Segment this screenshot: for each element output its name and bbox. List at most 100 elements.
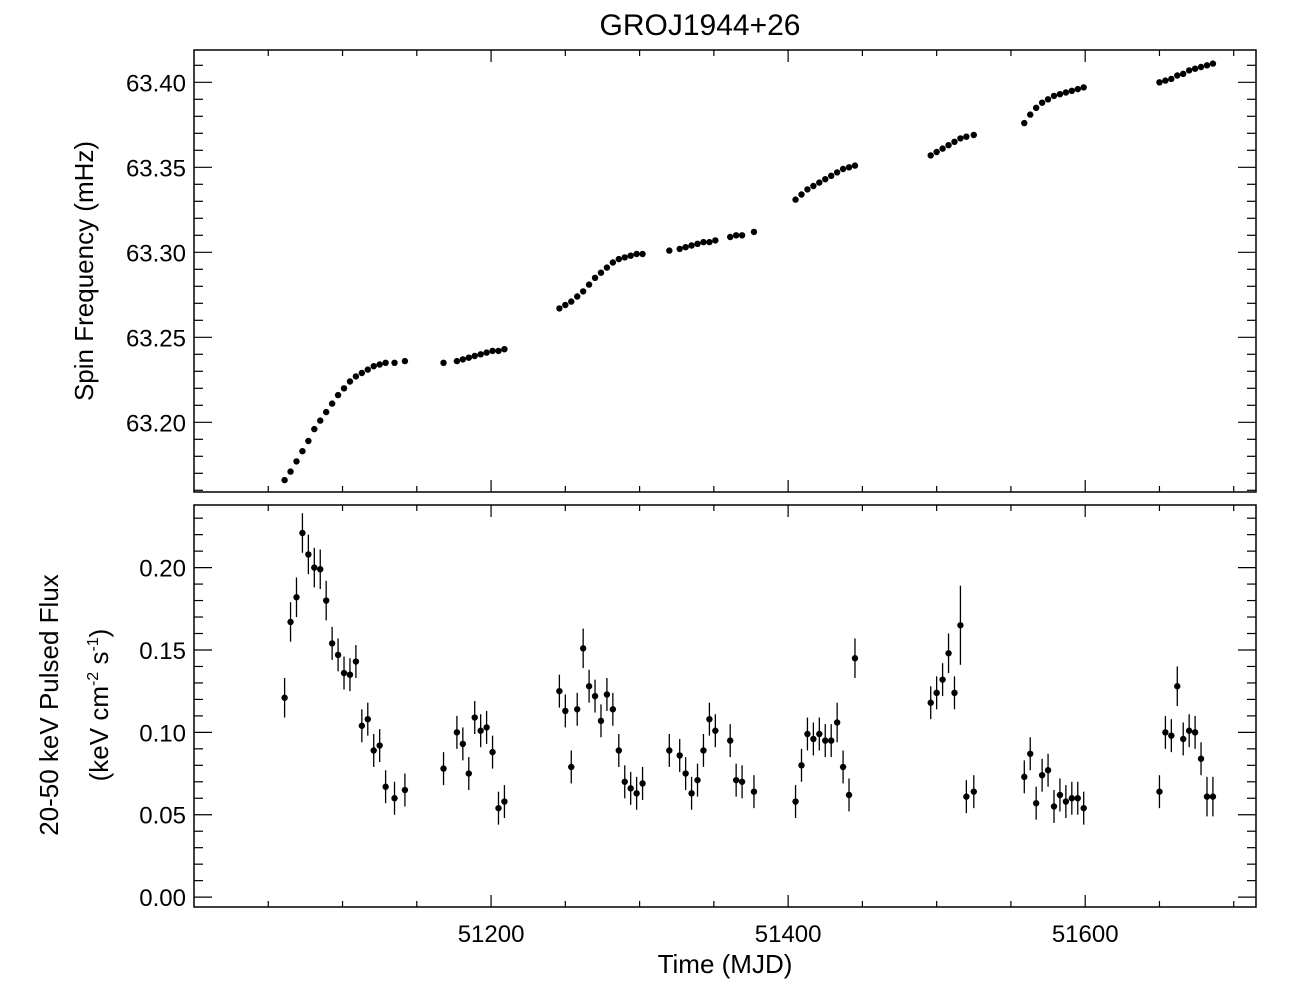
spin-frequency-point xyxy=(1038,99,1046,106)
flux-point xyxy=(1056,791,1064,799)
spin-frequency-point xyxy=(933,148,940,156)
top-y-tick-labels: 63.20 63.25 63.30 63.35 63.40 xyxy=(126,70,186,437)
spin-frequency-point xyxy=(1162,77,1169,84)
spin-frequency-point xyxy=(1074,85,1081,93)
flux-point xyxy=(1209,793,1217,800)
flux-point xyxy=(945,650,952,657)
spin-frequency-point xyxy=(750,228,758,236)
flux-point xyxy=(706,715,713,723)
y-tick-label: 63.30 xyxy=(126,240,186,267)
flux-point xyxy=(305,551,312,558)
spin-frequency-point xyxy=(556,305,563,312)
spin-frequency-point xyxy=(281,476,288,484)
flux-point xyxy=(459,740,467,748)
spin-frequency-point xyxy=(970,131,977,139)
spin-frequency-point xyxy=(328,400,336,407)
flux-point xyxy=(726,737,734,744)
flux-point xyxy=(615,747,622,754)
spin-frequency-point xyxy=(1027,111,1034,118)
spin-frequency-point xyxy=(945,142,952,149)
spin-frequency-point xyxy=(293,458,300,465)
flux-point xyxy=(591,692,599,700)
spin-frequency-point xyxy=(489,347,496,355)
spin-frequency-point xyxy=(1174,72,1181,79)
spin-frequency-point xyxy=(700,238,707,246)
y-tick-label: 0.15 xyxy=(139,638,186,665)
bottom-plot-frame xyxy=(193,504,1257,908)
flux-point xyxy=(579,645,587,652)
flux-point xyxy=(322,597,330,604)
spin-frequency-point xyxy=(376,361,383,368)
flux-point xyxy=(483,724,490,731)
flux-point xyxy=(1180,735,1187,743)
spin-frequency-point xyxy=(792,196,799,203)
unit-text-a: (keV cm xyxy=(84,686,114,781)
x-axis-label: Time (MJD) xyxy=(658,949,793,979)
spin-frequency-point xyxy=(639,250,646,258)
flux-point xyxy=(299,529,306,537)
x-tick-label: 51600 xyxy=(1052,921,1119,948)
spin-frequency-point xyxy=(1156,79,1163,86)
spin-frequency-point xyxy=(609,259,617,266)
flux-point xyxy=(340,669,348,677)
spin-frequency-point xyxy=(738,232,746,239)
flux-point xyxy=(963,793,970,800)
spin-frequency-point xyxy=(1185,67,1193,74)
flux-point xyxy=(1050,803,1058,810)
flux-point xyxy=(933,689,940,697)
flux-point xyxy=(471,714,478,721)
spin-frequency-point xyxy=(440,359,447,366)
flux-point xyxy=(633,790,640,797)
flux-point xyxy=(822,737,829,744)
spin-frequency-point xyxy=(712,237,719,244)
spin-frequency-point xyxy=(370,363,377,370)
spin-frequency-point xyxy=(927,152,934,159)
y-tick-label: 63.40 xyxy=(126,70,186,97)
spin-frequency-point xyxy=(453,357,461,365)
flux-point xyxy=(1027,750,1034,757)
y-tick-label: 0.05 xyxy=(139,803,186,830)
flux-point xyxy=(694,776,701,784)
unit-exp-a: -2 xyxy=(85,672,102,686)
flux-point xyxy=(603,691,611,698)
spin-frequency-point xyxy=(591,274,599,281)
flux-point xyxy=(1044,767,1052,774)
flux-point xyxy=(293,594,300,601)
flux-point xyxy=(401,786,409,794)
spin-frequency-point xyxy=(483,349,490,356)
spin-frequency-point xyxy=(816,179,823,186)
spin-frequency-point xyxy=(382,359,389,366)
spin-frequency-point xyxy=(1191,65,1199,72)
flux-point xyxy=(732,776,740,784)
bottom-y-tick-labels: 0.00 0.05 0.10 0.15 0.20 xyxy=(139,556,186,913)
spin-frequency-point xyxy=(822,176,829,183)
flux-point xyxy=(1074,795,1081,802)
flux-point xyxy=(804,730,811,738)
flux-point xyxy=(1168,732,1175,739)
bottom-axis-ticks xyxy=(194,505,1256,907)
spin-frequency-point xyxy=(732,232,740,239)
flux-point xyxy=(597,717,605,725)
flux-point xyxy=(281,694,288,701)
flux-point xyxy=(328,640,336,647)
flux-point xyxy=(845,791,853,799)
spin-frequency-point xyxy=(287,468,294,475)
spin-frequency-point xyxy=(568,298,575,305)
spin-frequency-point xyxy=(352,373,360,380)
flux-point xyxy=(585,683,593,690)
spin-frequency-point xyxy=(1203,62,1211,69)
flux-point xyxy=(453,729,461,736)
spin-frequency-point xyxy=(633,250,640,258)
spin-frequency-point xyxy=(1062,89,1070,96)
flux-point xyxy=(364,715,371,723)
flux-point xyxy=(477,727,484,734)
spin-frequency-point xyxy=(682,244,689,251)
y-tick-label: 63.20 xyxy=(126,410,186,437)
flux-point xyxy=(346,671,354,678)
spin-frequency-point xyxy=(810,182,817,190)
x-tick-labels: 51200 51400 51600 xyxy=(458,921,1119,948)
spin-frequency-point xyxy=(1168,75,1175,83)
flux-point xyxy=(828,737,835,744)
spin-frequency-point xyxy=(346,378,354,385)
flux-point xyxy=(1191,729,1199,736)
